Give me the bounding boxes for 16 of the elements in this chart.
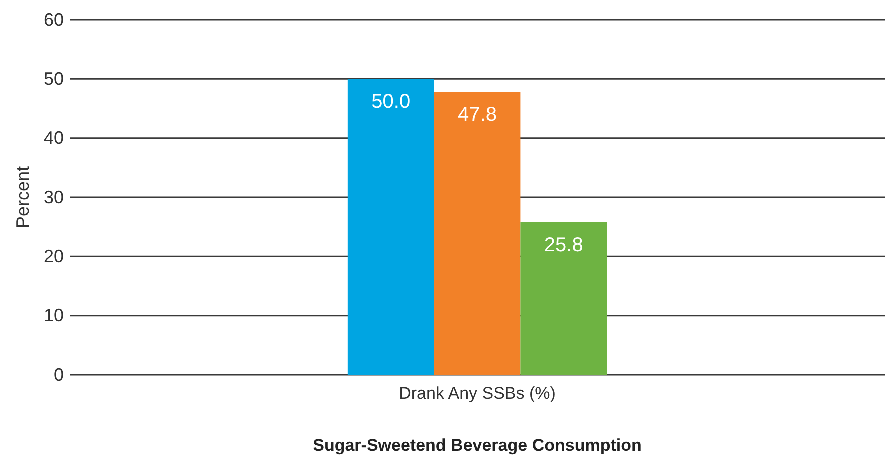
- data-label: 50.0: [372, 91, 411, 114]
- y-tick-label: 30: [44, 187, 64, 208]
- y-axis-title: Percent: [13, 166, 33, 229]
- y-tick-label: 40: [44, 128, 64, 148]
- data-label: 47.8: [458, 104, 497, 126]
- bar: [434, 92, 521, 375]
- y-tick-label: 60: [44, 10, 64, 30]
- y-tick-label: 20: [44, 246, 64, 266]
- x-tick-label: Drank Any SSBs (%): [399, 384, 556, 404]
- y-tick-label: 50: [44, 68, 64, 89]
- bar: [348, 79, 434, 375]
- y-tick-label: 0: [54, 364, 64, 385]
- x-axis-title: Sugar-Sweetend Beverage Consumption: [313, 436, 642, 455]
- data-label: 25.8: [544, 234, 584, 256]
- y-tick-label: 10: [44, 306, 64, 326]
- bar: [520, 222, 608, 375]
